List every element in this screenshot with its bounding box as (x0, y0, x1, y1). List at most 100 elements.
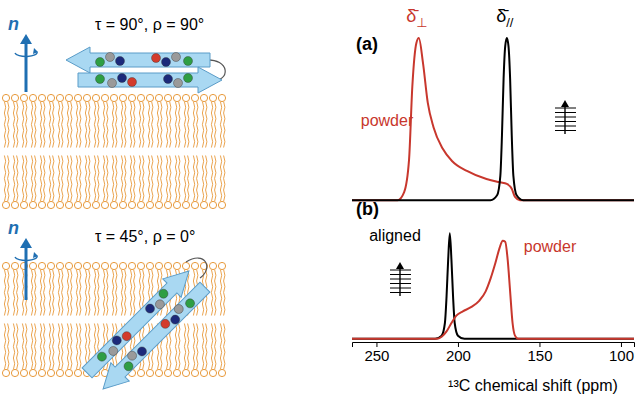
lipid-tail (58, 270, 59, 316)
lipid-tail (85, 156, 86, 202)
lipid-tail (121, 102, 122, 148)
lipid-tail (89, 270, 90, 316)
lipid-head (200, 201, 207, 208)
helix-arrow (94, 278, 214, 398)
residue (152, 54, 161, 63)
lipid-tail (62, 156, 63, 202)
lipid-tail (206, 102, 207, 148)
residue (107, 345, 120, 358)
lipid-tail (98, 270, 99, 316)
lipid-tail (175, 102, 176, 148)
lipid-head (47, 94, 54, 101)
lipid-tail (17, 270, 18, 316)
lipid-head (218, 201, 225, 208)
lipid-tail (220, 324, 221, 370)
lipid-tail (49, 102, 50, 148)
aligned-icon (390, 262, 411, 296)
lipid-tail (13, 270, 14, 316)
lipid-head (155, 94, 162, 101)
lipid-tail (85, 102, 86, 148)
lipid-head (47, 201, 54, 208)
field-arrow (399, 266, 400, 296)
lipid-tail (4, 102, 5, 148)
lipid-head (128, 201, 135, 208)
lipid-tail (13, 324, 14, 370)
lipid-tail (220, 270, 221, 316)
lipid-tail (76, 270, 77, 316)
lipid-head (110, 262, 117, 269)
lipid-tail (179, 156, 180, 202)
helix-body (94, 278, 214, 398)
lipid-tail (53, 102, 54, 148)
lipid-tail (103, 102, 104, 148)
lipid-head (182, 94, 189, 101)
lipid-tail (44, 324, 45, 370)
lipid-tail (103, 270, 104, 316)
panel-label: (a) (356, 34, 378, 54)
x-tick: 150 (527, 342, 552, 364)
lipid-head (182, 201, 189, 208)
helix-arrow (78, 67, 222, 93)
residue (108, 79, 117, 88)
lipid-tail (58, 156, 59, 202)
lipid-tail (184, 102, 185, 148)
lipid-tail (89, 102, 90, 148)
lipid-tail (31, 156, 32, 202)
lipid-tail (134, 102, 135, 148)
residue (116, 57, 125, 66)
lipid-tail (211, 270, 212, 316)
lipid-tail (148, 102, 149, 148)
field-arrowhead (396, 262, 404, 269)
lipid-tail (76, 324, 77, 370)
lipid-tail (161, 102, 162, 148)
lipid-tail (26, 156, 27, 202)
normal-label: n (8, 14, 19, 34)
lipid-tail (4, 156, 5, 202)
lipid-tail (80, 270, 81, 316)
lipid-head (191, 369, 198, 376)
residue (144, 302, 157, 315)
helix-body (78, 67, 222, 93)
spectrum-line (352, 241, 634, 339)
lipid-head (38, 201, 45, 208)
lipid-tail (53, 270, 54, 316)
residue (172, 303, 185, 316)
residue (126, 349, 139, 362)
helices (78, 258, 214, 398)
lipid-head (2, 94, 9, 101)
lipid-tail (184, 324, 185, 370)
x-tick: 250 (364, 342, 389, 364)
lipid-tail (143, 156, 144, 202)
lipid-head (137, 262, 144, 269)
lipid-tail (40, 270, 41, 316)
residue (184, 57, 193, 66)
lipid-head (164, 369, 171, 376)
lipid-tail (130, 156, 131, 202)
lipid-tail (71, 156, 72, 202)
lipid-tail (40, 324, 41, 370)
lipid-tail (26, 324, 27, 370)
lipid-head (92, 262, 99, 269)
lipid-tail (224, 270, 225, 316)
lipid-tail (31, 324, 32, 370)
lipid-tail (215, 156, 216, 202)
lipid-tail (112, 102, 113, 148)
lipid-tail (197, 156, 198, 202)
residue (106, 53, 115, 62)
lipid-tail (224, 156, 225, 202)
x-tick: 100 (609, 342, 634, 364)
lipid-head (218, 262, 225, 269)
lipid-head (110, 94, 117, 101)
lipid-tail (13, 102, 14, 148)
lipid-tail (22, 102, 23, 148)
lipid-tail (130, 102, 131, 148)
lipid-tail (184, 156, 185, 202)
lipid-tail (58, 324, 59, 370)
lipid-tail (35, 156, 36, 202)
lipid-tail (107, 156, 108, 202)
lipid-head (56, 94, 63, 101)
lipid-tail (35, 324, 36, 370)
residue (159, 317, 172, 330)
lipid-head (56, 262, 63, 269)
lipid-head (191, 94, 198, 101)
